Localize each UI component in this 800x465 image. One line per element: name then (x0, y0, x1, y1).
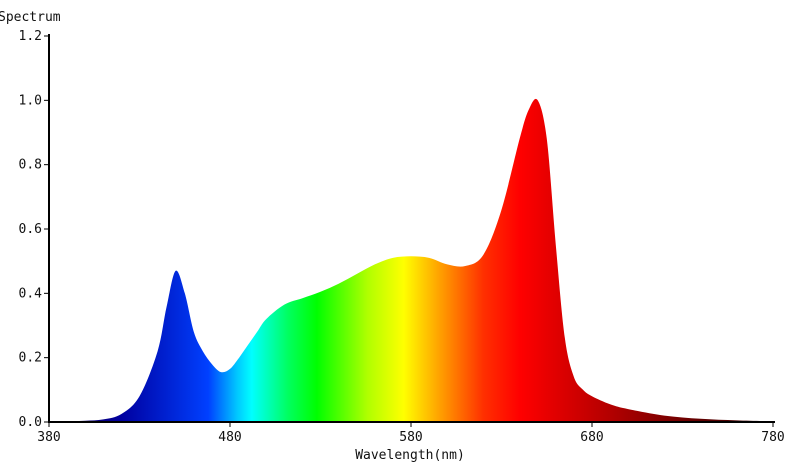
x-tick-label: 580 (399, 430, 422, 445)
y-tick-label: 1.2 (19, 29, 42, 44)
y-ticks: 0.0 0.2 0.4 0.6 0.8 1.0 1.2 (19, 29, 49, 430)
y-tick-label: 0.8 (19, 158, 42, 173)
x-axis-label: Wavelength(nm) (355, 448, 465, 463)
x-tick-label: 780 (761, 430, 784, 445)
y-tick-label: 0.6 (19, 222, 42, 237)
y-tick-label: 0.4 (19, 286, 43, 301)
x-tick-label: 380 (37, 430, 60, 445)
x-tick-label: 680 (580, 430, 603, 445)
y-tick-label: 1.0 (19, 93, 42, 108)
y-tick-label: 0.2 (19, 351, 42, 366)
x-tick-label: 480 (218, 430, 241, 445)
chart-title: Spectrum (0, 10, 61, 25)
y-tick-label: 0.0 (19, 415, 42, 430)
spectrum-area (49, 98, 773, 422)
x-ticks: 380 480 580 680 780 (37, 422, 785, 445)
